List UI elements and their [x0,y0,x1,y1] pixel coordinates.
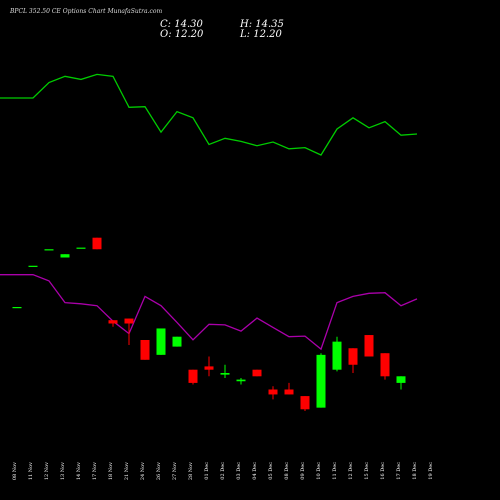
x-tick-label: 27 Nov [172,462,178,480]
open-value: 12.20 [174,29,204,40]
x-tick-label: 08 Dec [284,462,290,480]
x-tick-label: 13 Nov [60,462,66,480]
candle-down [124,318,134,324]
high-value: 14.35 [255,19,284,30]
candle-up [60,254,70,258]
candle-up [76,247,86,249]
x-tick-label: 12 Nov [44,462,50,480]
x-tick-label: 14 Nov [76,462,82,480]
candle-down [204,366,214,370]
x-tick-label: 02 Dec [220,462,226,480]
x-tick-label: 16 Dec [380,462,386,480]
candle-down [252,369,262,377]
close-readout: C: 14.30 [160,19,203,30]
x-tick-label: 18 Nov [108,462,114,480]
low-readout: L: 12.20 [240,29,282,40]
x-tick-label: 17 Nov [92,462,98,480]
x-tick-label: 15 Dec [364,462,370,480]
low-value: 12.20 [253,29,282,40]
close-label: C: [160,19,172,30]
x-tick-label: 24 Nov [140,462,146,480]
x-tick-label: 12 Dec [348,462,354,480]
candle-down [364,335,374,357]
candle-down [268,389,278,395]
x-tick-label: 17 Dec [396,462,402,480]
x-tick-label: 11 Dec [332,462,338,480]
chart-title: BPCL 352.50 CE Options Chart MunafaSutra… [10,8,163,15]
low-label: L: [240,29,251,40]
candle-down [140,340,150,360]
candle-up [396,376,406,383]
x-tick-label: 28 Nov [188,462,194,480]
indicator-line-lower [0,274,418,351]
candle-up [220,373,230,375]
candle-up [156,328,166,355]
x-tick-label: 09 Dec [300,462,306,480]
high-label: H: [240,19,253,30]
x-tick-label: 11 Nov [28,462,34,480]
x-tick-label: 01 Dec [204,462,210,480]
x-tick-label: 21 Nov [124,462,130,480]
candle-down [380,353,390,377]
candle-up [332,341,342,370]
x-tick-label: 03 Dec [236,462,242,480]
candle-down [92,237,102,250]
candle-up [44,249,54,251]
x-tick-label: 10 Dec [316,462,322,480]
candle-up [316,354,326,408]
x-tick-label: 05 Dec [268,462,274,480]
candle-up [28,265,38,267]
open-label: O: [160,29,172,40]
candle-up [172,336,182,347]
open-readout: O: 12.20 [160,29,203,40]
candle-up [12,307,22,309]
candle-down [188,369,198,383]
candle-up [236,379,246,382]
candle-down [300,396,310,410]
candle-down [348,348,358,365]
x-tick-label: 18 Dec [412,462,418,480]
high-readout: H: 14.35 [240,19,284,30]
candle-down [108,320,118,324]
x-tick-label: 04 Dec [252,462,258,480]
indicator-line-upper [0,73,418,156]
x-tick-label: 08 Nov [12,462,18,480]
candle-down [284,389,294,395]
x-tick-label: 26 Nov [156,462,162,480]
x-tick-label: 19 Dec [428,462,434,480]
close-value: 14.30 [174,19,203,30]
